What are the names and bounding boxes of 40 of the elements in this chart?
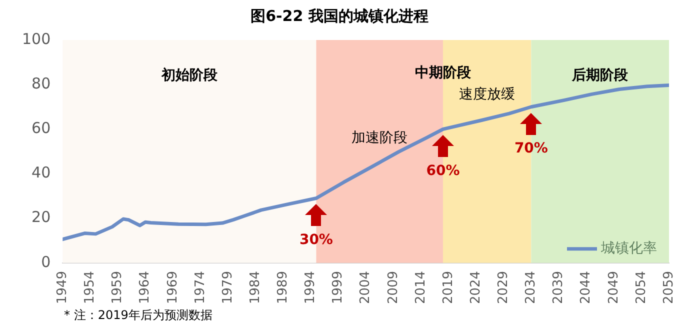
x-tick-label: 2024 <box>468 270 484 304</box>
x-tick-label: 2004 <box>358 270 374 304</box>
x-tick-label: 1954 <box>82 270 98 304</box>
chart-title: 图6-22 我国的城镇化进程 <box>250 6 428 25</box>
band-label: 初始阶段 <box>160 66 218 84</box>
x-tick-label: 2049 <box>606 270 622 304</box>
x-tick-label: 2029 <box>496 270 511 304</box>
x-tick-label: 1994 <box>303 270 318 304</box>
y-tick-label: 100 <box>22 30 51 48</box>
band-label: 加速阶段 <box>352 130 408 146</box>
annotation: 中期阶段 <box>414 65 472 82</box>
x-tick-label: 1984 <box>248 270 263 304</box>
text: * 注：2019年后为预测数据 <box>64 308 212 322</box>
band-label: 速度放缓 <box>459 86 516 103</box>
x-tick-label: 1974 <box>192 270 208 304</box>
x-tick-label: 2044 <box>578 270 594 304</box>
x-tick-label: 2009 <box>386 270 401 304</box>
x-tick-label: 2019 <box>440 270 456 304</box>
y-tick-label: 20 <box>32 208 51 226</box>
legend-label: 城镇化率 <box>600 240 657 257</box>
x-tick-label: 1964 <box>138 270 153 304</box>
y-tick-label: 80 <box>32 74 51 92</box>
y-tick-label: 40 <box>32 164 51 182</box>
x-tick-label: 1979 <box>220 270 236 304</box>
x-tick-label: 2039 <box>551 270 566 304</box>
x-tick-label: 1999 <box>330 270 346 304</box>
y-tick-label: 0 <box>41 252 51 271</box>
annotation: 70% <box>514 140 548 157</box>
x-tick-label: 2054 <box>634 270 649 304</box>
x-tick-label: 2059 <box>661 270 676 304</box>
y-tick-label: 60 <box>32 119 51 138</box>
x-tick-label: 1959 <box>110 270 126 304</box>
x-tick-label: 1969 <box>165 270 180 304</box>
x-tick-label: 2034 <box>524 270 539 304</box>
x-tick-label: 2014 <box>413 270 428 304</box>
band-label: 后期阶段 <box>571 66 630 84</box>
x-tick-label: 1989 <box>276 270 291 304</box>
annotation: 60% <box>426 162 460 179</box>
annotation: 30% <box>299 232 333 248</box>
x-tick-label: 1949 <box>55 270 70 304</box>
